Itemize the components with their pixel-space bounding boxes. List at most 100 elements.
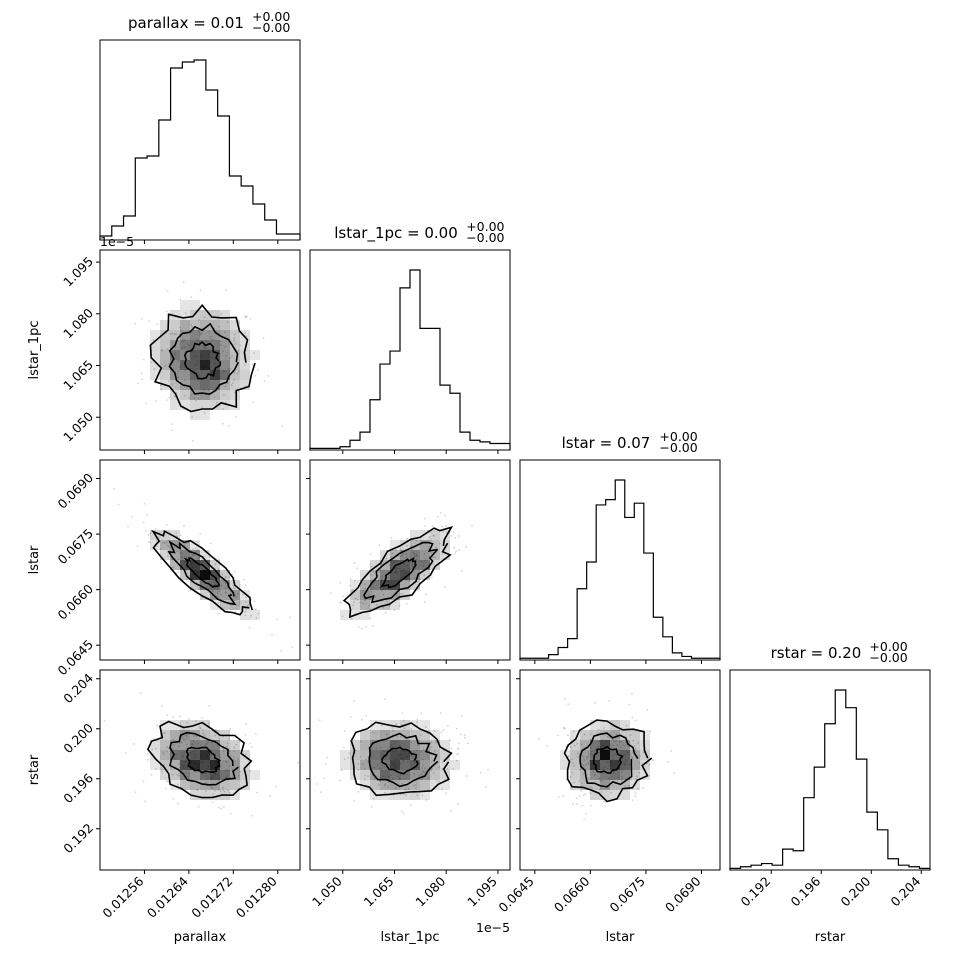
sample-point [428, 536, 431, 539]
sample-point [599, 779, 602, 782]
sample-point [208, 722, 210, 724]
sample-point [234, 343, 237, 345]
sample-point [369, 617, 372, 620]
sample-point [584, 780, 587, 782]
sample-point [380, 724, 383, 727]
density-cell [380, 760, 390, 770]
sample-point [379, 780, 381, 783]
density-cell [420, 560, 430, 570]
sample-point [161, 705, 164, 707]
density-cell [390, 720, 400, 730]
sample-point [142, 780, 145, 783]
density-cell [340, 750, 350, 760]
density-cell [390, 600, 400, 610]
sample-point [587, 763, 590, 766]
sample-point [142, 521, 145, 524]
density-cell [390, 550, 400, 560]
sample-point [147, 753, 149, 756]
contour-level-2 [368, 732, 439, 788]
sample-point [353, 601, 355, 604]
sample-point [670, 750, 673, 752]
density-cell [210, 380, 220, 390]
sample-point [162, 751, 164, 754]
density-cell [230, 400, 240, 410]
sample-point [340, 769, 343, 771]
density-cell [430, 540, 440, 550]
density-cell [190, 320, 200, 330]
sample-point [452, 531, 455, 534]
sample-point [183, 395, 186, 397]
sample-point [225, 355, 228, 357]
sample-point [175, 571, 178, 574]
sample-point [639, 755, 641, 758]
density-cell [400, 740, 410, 750]
sample-point [651, 759, 654, 761]
sample-point [191, 393, 193, 396]
sample-point [178, 774, 180, 777]
sample-point [573, 744, 576, 747]
sample-point [124, 752, 127, 754]
sample-point [562, 726, 565, 729]
density-cell [150, 740, 160, 750]
sample-point [343, 758, 346, 761]
sample-point [621, 778, 623, 780]
sample-point [172, 797, 175, 800]
density-cell [240, 370, 250, 380]
density-cell [180, 730, 190, 740]
density-cell [160, 750, 170, 760]
sample-point [594, 701, 596, 704]
density-cell [190, 380, 200, 390]
density-cell [220, 380, 230, 390]
sample-point [223, 394, 225, 396]
x-tick-label-lstar: 0.0645 [495, 874, 537, 916]
x-axis-label-rstar: rstar [815, 930, 846, 945]
density-cell [350, 750, 360, 760]
sample-point [598, 788, 601, 791]
sample-point [430, 551, 432, 554]
sample-point [139, 692, 142, 694]
sample-point [352, 604, 354, 607]
sample-point [145, 530, 147, 532]
sample-point [204, 744, 207, 746]
density-cell [610, 720, 620, 730]
density-cell [410, 570, 420, 580]
sample-point [148, 541, 150, 543]
sample-point [192, 440, 195, 442]
sample-point [198, 334, 201, 337]
density-cell [410, 790, 420, 800]
density-cell [360, 580, 370, 590]
sample-point [347, 756, 350, 759]
contour-level-3 [350, 721, 453, 797]
sample-point [634, 747, 637, 750]
density-cell [360, 760, 370, 770]
sample-point [162, 731, 165, 734]
sample-point [465, 775, 468, 777]
sample-point [180, 329, 183, 332]
sample-point [255, 733, 257, 736]
panel-frame [309, 249, 511, 451]
sample-point [188, 590, 190, 593]
sample-point [434, 556, 437, 559]
sample-point [176, 373, 179, 375]
sample-point [224, 586, 227, 589]
sample-point [222, 805, 225, 808]
sample-point [276, 618, 278, 621]
sample-point [441, 553, 444, 556]
sample-point [148, 320, 151, 323]
sample-point [196, 788, 199, 791]
sample-point [384, 698, 386, 701]
sample-point [416, 721, 418, 724]
sample-point [445, 530, 448, 533]
x-tick-label-parallax: 0.01256 [99, 873, 146, 920]
density-cell [450, 760, 460, 770]
sample-point [411, 578, 413, 581]
sample-point [162, 753, 165, 755]
sample-point [176, 774, 179, 776]
sample-point [455, 759, 458, 762]
density-cell [170, 720, 180, 730]
sample-point [160, 768, 163, 771]
sample-point [179, 298, 182, 301]
sample-point [619, 746, 622, 749]
sample-point [166, 348, 169, 351]
